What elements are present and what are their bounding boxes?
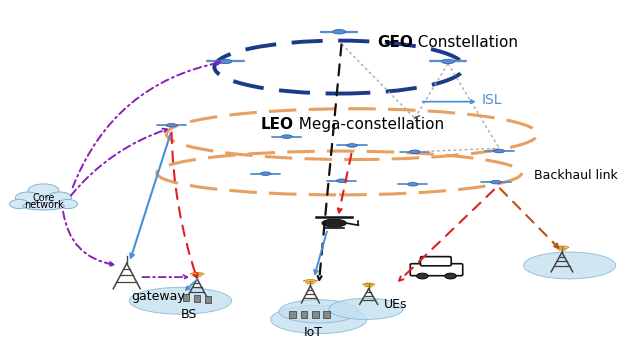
Text: gateway: gateway [131,290,185,303]
Ellipse shape [10,199,29,209]
Text: Core: Core [33,193,54,203]
Bar [312,311,319,318]
FancyArrowPatch shape [314,232,327,274]
Ellipse shape [329,298,403,319]
Bar [301,311,307,318]
Ellipse shape [322,219,346,227]
Bar [323,311,330,318]
Ellipse shape [417,273,428,279]
FancyArrowPatch shape [338,154,351,213]
FancyBboxPatch shape [410,264,463,276]
Ellipse shape [333,30,346,34]
FancyArrowPatch shape [186,279,198,290]
Text: GEO: GEO [378,35,413,50]
Bar [205,296,211,303]
FancyArrowPatch shape [73,61,220,187]
FancyArrowPatch shape [130,133,171,258]
FancyArrowPatch shape [71,129,167,196]
FancyArrowPatch shape [422,100,474,103]
Ellipse shape [15,192,40,203]
Ellipse shape [494,149,504,153]
Ellipse shape [279,300,358,323]
Ellipse shape [260,172,271,175]
Text: LEO: LEO [261,117,294,132]
Ellipse shape [347,144,357,147]
Ellipse shape [524,252,616,279]
Bar [194,295,200,302]
Ellipse shape [58,199,77,209]
Bar [183,294,189,301]
FancyArrowPatch shape [63,212,113,266]
FancyArrowPatch shape [142,275,188,279]
Ellipse shape [271,305,367,334]
Ellipse shape [47,192,72,203]
Ellipse shape [337,179,347,183]
Text: Mega-constellation: Mega-constellation [289,117,444,132]
Text: Backhaul link: Backhaul link [534,169,618,182]
Ellipse shape [442,59,455,64]
Ellipse shape [218,59,232,64]
Ellipse shape [28,184,59,197]
FancyBboxPatch shape [420,257,451,266]
Text: ISL: ISL [481,92,502,107]
FancyArrowPatch shape [500,189,558,248]
Ellipse shape [410,150,420,154]
Text: network: network [24,201,63,210]
Text: BS: BS [180,309,197,321]
Ellipse shape [282,135,292,138]
Text: IoT: IoT [304,326,323,339]
Ellipse shape [408,183,418,186]
Ellipse shape [129,287,232,314]
Ellipse shape [23,202,65,210]
Ellipse shape [166,124,177,127]
Text: UEs: UEs [384,298,408,311]
Ellipse shape [445,273,456,279]
FancyArrowPatch shape [172,133,197,277]
Text: Constellation: Constellation [408,35,518,50]
Bar [289,311,296,318]
Ellipse shape [491,180,501,184]
FancyArrowPatch shape [399,190,494,281]
FancyArrowPatch shape [317,44,342,280]
